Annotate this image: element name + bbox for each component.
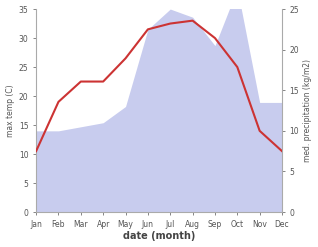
Y-axis label: max temp (C): max temp (C) [5,84,15,137]
X-axis label: date (month): date (month) [123,231,195,242]
Y-axis label: med. precipitation (kg/m2): med. precipitation (kg/m2) [303,59,313,162]
